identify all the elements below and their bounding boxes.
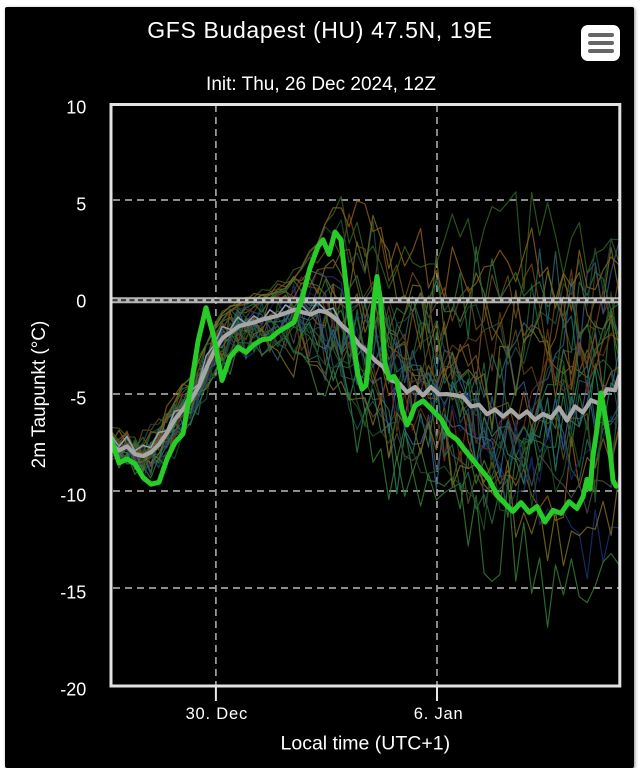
svg-text:GFS Budapest (HU) 47.5N, 19E: GFS Budapest (HU) 47.5N, 19E bbox=[147, 17, 492, 43]
svg-text:5: 5 bbox=[76, 194, 86, 214]
svg-text:-20: -20 bbox=[60, 679, 86, 699]
svg-text:-10: -10 bbox=[60, 485, 86, 505]
svg-text:Local time (UTC+1): Local time (UTC+1) bbox=[281, 733, 451, 755]
svg-text:0: 0 bbox=[76, 291, 86, 311]
svg-text:-5: -5 bbox=[70, 388, 86, 408]
svg-text:30. Dec: 30. Dec bbox=[186, 705, 248, 723]
svg-text:6. Jan: 6. Jan bbox=[414, 705, 464, 723]
svg-text:2m Taupunkt (°C): 2m Taupunkt (°C) bbox=[29, 321, 50, 469]
svg-text:Init: Thu, 26 Dec 2024, 12Z: Init: Thu, 26 Dec 2024, 12Z bbox=[206, 74, 436, 95]
svg-text:10: 10 bbox=[66, 97, 86, 117]
svg-text:-15: -15 bbox=[60, 582, 86, 602]
